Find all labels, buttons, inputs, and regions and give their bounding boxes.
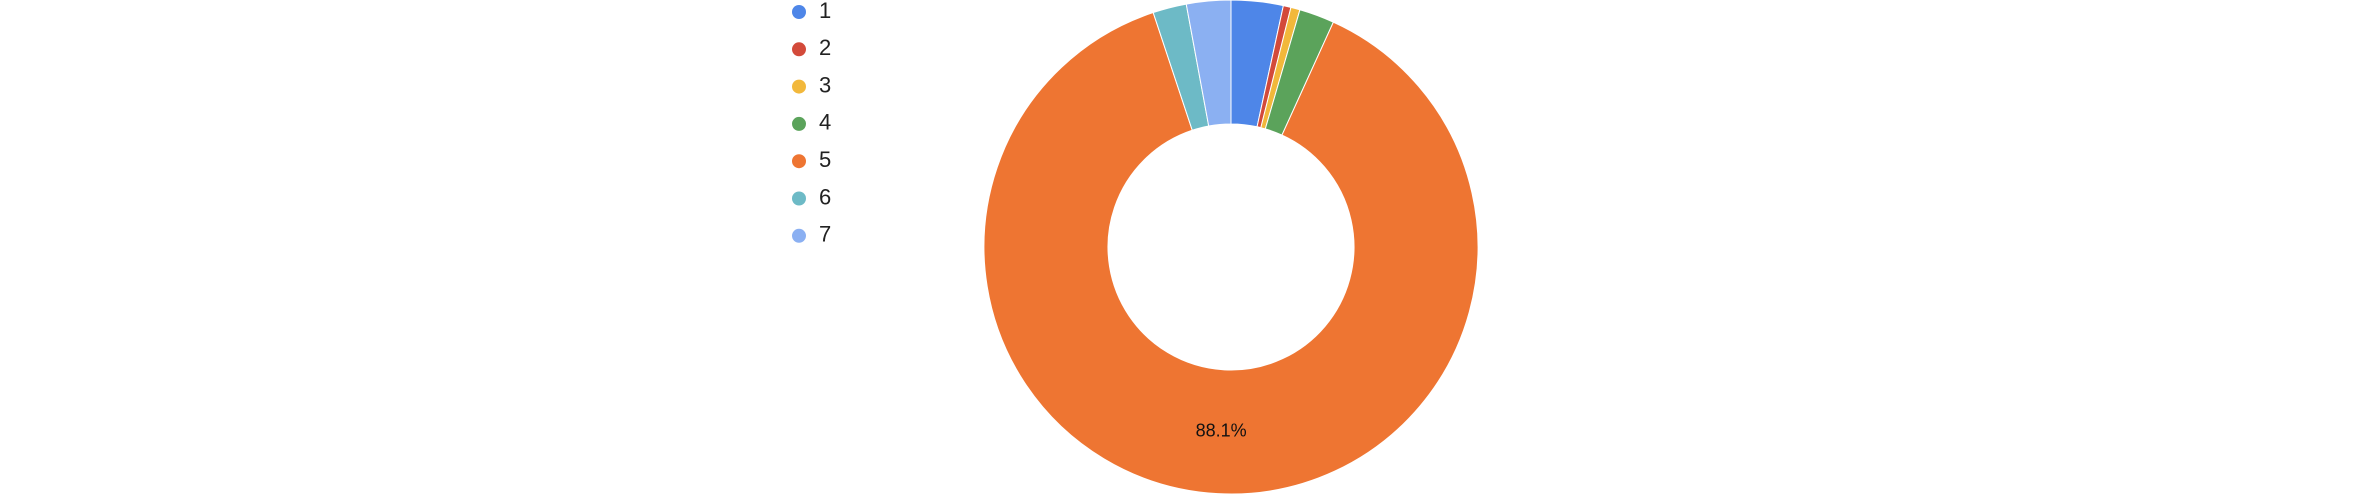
legend-marker (792, 5, 806, 19)
legend-marker (792, 42, 806, 57)
legend-label: 1 (819, 0, 831, 23)
legend-label: 6 (819, 184, 831, 209)
legend-label: 5 (819, 147, 831, 172)
legend-label: 4 (819, 110, 831, 135)
legend-label: 2 (819, 35, 831, 60)
value-label: 88.1% (1196, 420, 1247, 440)
legend-marker (792, 228, 806, 243)
legend-marker (792, 79, 806, 94)
legend-marker (792, 191, 806, 206)
legend-label: 3 (819, 72, 831, 97)
donut-slice (1185, 0, 1232, 127)
legend-marker (792, 154, 806, 169)
legend-label: 7 (819, 222, 831, 247)
donut-slice (983, 11, 1479, 495)
legend-marker (792, 116, 806, 131)
